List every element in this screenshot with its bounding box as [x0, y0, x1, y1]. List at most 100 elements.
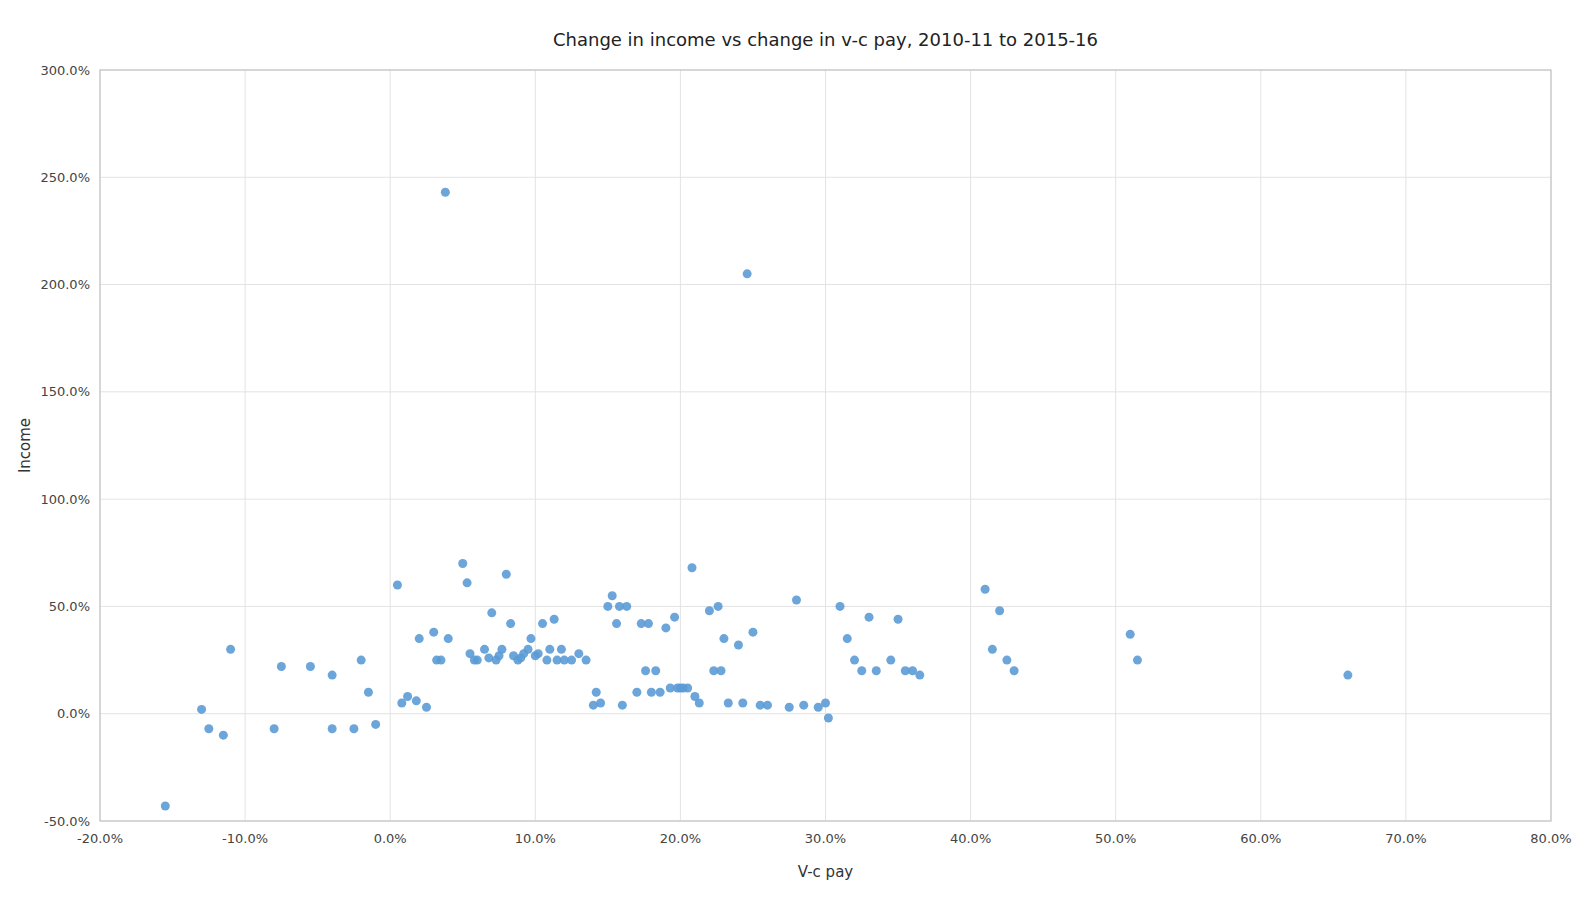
scatter-point [463, 578, 472, 587]
scatter-point [557, 645, 566, 654]
scatter-point [480, 645, 489, 654]
scatter-point [1343, 671, 1352, 680]
scatter-point [506, 619, 515, 628]
scatter-point [734, 641, 743, 650]
scatter-point [995, 606, 1004, 615]
scatter-point [371, 720, 380, 729]
x-grid-line [1260, 70, 1261, 821]
scatter-point [542, 656, 551, 665]
scatter-point [502, 570, 511, 579]
scatter-point [349, 724, 358, 733]
scatter-point [647, 688, 656, 697]
scatter-point [872, 666, 881, 675]
scatter-point [894, 615, 903, 624]
scatter-point [688, 563, 697, 572]
scatter-point [277, 662, 286, 671]
scatter-point [473, 656, 482, 665]
chart: -20.0%-10.0%0.0%10.0%20.0%30.0%40.0%50.0… [0, 0, 1591, 906]
scatter-point [403, 692, 412, 701]
scatter-point [412, 696, 421, 705]
x-grid-line [1405, 70, 1406, 821]
x-grid-line [390, 70, 391, 821]
scatter-point [429, 628, 438, 637]
scatter-point [743, 269, 752, 278]
scatter-point [785, 703, 794, 712]
scatter-point [1133, 656, 1142, 665]
y-axis-label: Income [16, 418, 34, 473]
scatter-point [226, 645, 235, 654]
plot-frame [100, 70, 1551, 821]
x-tick-label: 30.0% [805, 831, 846, 846]
y-tick-label: -50.0% [44, 814, 90, 829]
y-grid-line [100, 391, 1551, 392]
points [161, 188, 1353, 811]
scatter-point [865, 613, 874, 622]
scatter-point [487, 608, 496, 617]
scatter-point [683, 683, 692, 692]
scatter-point [524, 645, 533, 654]
scatter-point [641, 666, 650, 675]
x-tick-label: 20.0% [660, 831, 701, 846]
y-tick-label: 100.0% [40, 492, 90, 507]
y-grid-line [100, 177, 1551, 178]
x-tick-label: 40.0% [950, 831, 991, 846]
scatter-point [886, 656, 895, 665]
scatter-point [306, 662, 315, 671]
scatter-point [836, 602, 845, 611]
y-grid-line [100, 606, 1551, 607]
scatter-point [1010, 666, 1019, 675]
scatter-point [915, 671, 924, 680]
scatter-point [799, 701, 808, 710]
scatter-point [415, 634, 424, 643]
x-grid-line [970, 70, 971, 821]
x-tick-label: 60.0% [1240, 831, 1281, 846]
scatter-point [714, 602, 723, 611]
scatter-point [661, 623, 670, 632]
scatter-point [526, 634, 535, 643]
scatter-point [550, 615, 559, 624]
x-tick-label: 50.0% [1095, 831, 1136, 846]
scatter-point [328, 724, 337, 733]
grid [100, 70, 1551, 821]
scatter-point [393, 580, 402, 589]
scatter-point [656, 688, 665, 697]
y-grid-line [100, 713, 1551, 714]
x-grid-line [680, 70, 681, 821]
y-tick-label: 200.0% [40, 277, 90, 292]
scatter-point [534, 649, 543, 658]
scatter-point [821, 698, 830, 707]
y-grid-line [100, 499, 1551, 500]
scatter-point [436, 656, 445, 665]
x-tick-label: -10.0% [222, 831, 268, 846]
scatter-point [618, 701, 627, 710]
scatter-point [204, 724, 213, 733]
scatter-point [719, 634, 728, 643]
scatter-point [612, 619, 621, 628]
scatter-point [596, 698, 605, 707]
scatter-point [567, 656, 576, 665]
scatter-point [270, 724, 279, 733]
x-tick-label: 10.0% [515, 831, 556, 846]
y-tick-label: 0.0% [57, 706, 90, 721]
y-tick-label: 300.0% [40, 63, 90, 78]
scatter-point [857, 666, 866, 675]
scatter-point [622, 602, 631, 611]
scatter-point [748, 628, 757, 637]
scatter-point [644, 619, 653, 628]
tick-labels: -20.0%-10.0%0.0%10.0%20.0%30.0%40.0%50.0… [40, 63, 1571, 847]
x-grid-line [825, 70, 826, 821]
scatter-point [717, 666, 726, 675]
scatter-point [197, 705, 206, 714]
x-axis-label: V-c pay [798, 863, 854, 881]
scatter-point [444, 634, 453, 643]
x-tick-label: 70.0% [1385, 831, 1426, 846]
x-tick-label: 0.0% [374, 831, 407, 846]
scatter-point [738, 698, 747, 707]
scatter-point [651, 666, 660, 675]
scatter-point [328, 671, 337, 680]
scatter-point [632, 688, 641, 697]
scatter-point [161, 801, 170, 810]
scatter-point [592, 688, 601, 697]
scatter-point [981, 585, 990, 594]
scatter-point [850, 656, 859, 665]
